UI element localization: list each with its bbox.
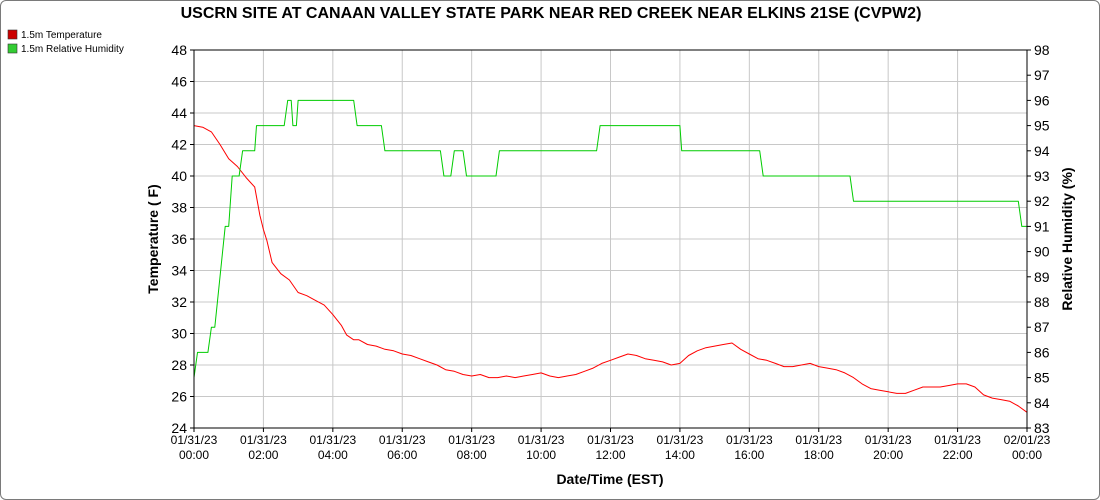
y-left-tick-label: 32 — [171, 294, 187, 310]
x-tick-label-date: 01/31/23 — [448, 433, 495, 447]
y-left-tick-label: 44 — [171, 105, 187, 121]
y-right-tick-label: 97 — [1034, 67, 1050, 83]
x-tick-label-time: 04:00 — [318, 448, 348, 462]
x-axis-label: Date/Time (EST) — [556, 471, 663, 487]
x-tick-label-date: 01/31/23 — [795, 433, 842, 447]
x-tick-label-time: 20:00 — [873, 448, 903, 462]
x-tick-label-date: 02/01/23 — [1004, 433, 1051, 447]
x-tick-label-time: 00:00 — [1012, 448, 1042, 462]
y-left-tick-label: 34 — [171, 263, 187, 279]
y-axis-label-right: Relative Humidity (%) — [1059, 167, 1075, 310]
x-tick-label-date: 01/31/23 — [171, 433, 218, 447]
y-left-tick-label: 42 — [171, 137, 187, 153]
x-tick-label-date: 01/31/23 — [726, 433, 773, 447]
y-left-tick-label: 46 — [171, 74, 187, 90]
legend-swatch-humidity — [7, 43, 18, 54]
legend-label-humidity: 1.5m Relative Humidity — [21, 44, 124, 55]
x-tick-label-time: 08:00 — [457, 448, 487, 462]
x-tick-label-time: 18:00 — [804, 448, 834, 462]
x-tick-label-time: 16:00 — [734, 448, 764, 462]
y-right-tick-label: 85 — [1034, 370, 1050, 386]
x-tick-label-time: 12:00 — [595, 448, 625, 462]
y-left-tick-label: 28 — [171, 357, 187, 373]
y-right-tick-label: 98 — [1034, 42, 1050, 58]
series-lines — [193, 99, 1028, 413]
y-right-tick-label: 89 — [1034, 269, 1050, 285]
y-left-tick-label: 40 — [171, 168, 187, 184]
y-left-tick-label: 36 — [171, 231, 187, 247]
x-tick-label-time: 22:00 — [943, 448, 973, 462]
y-right-tick-label: 96 — [1034, 92, 1050, 108]
y-right-tick-label: 93 — [1034, 168, 1050, 184]
x-tick-label-date: 01/31/23 — [934, 433, 981, 447]
x-tick-label-time: 14:00 — [665, 448, 695, 462]
legend-swatch-temperature — [7, 29, 18, 40]
y-left-tick-label: 24 — [171, 420, 187, 436]
x-tick-label-date: 01/31/23 — [865, 433, 912, 447]
y-right-tick-label: 87 — [1034, 319, 1050, 335]
y-right-tick-label: 95 — [1034, 118, 1050, 134]
y-right-tick-label: 84 — [1034, 395, 1050, 411]
y-right-tick-label: 91 — [1034, 218, 1050, 234]
y-right-tick-label: 88 — [1034, 294, 1050, 310]
humidity-series-line — [193, 99, 1027, 378]
x-tick-label-time: 02:00 — [248, 448, 278, 462]
legend: 1.5m Temperature 1.5m Relative Humidity — [7, 29, 124, 55]
x-tick-label-date: 01/31/23 — [379, 433, 426, 447]
x-tick-label-time: 10:00 — [526, 448, 556, 462]
x-tick-label-date: 01/31/23 — [309, 433, 356, 447]
y-right-tick-label: 94 — [1034, 143, 1050, 159]
y-right-tick-label: 92 — [1034, 193, 1050, 209]
x-tick-label-date: 01/31/23 — [518, 433, 565, 447]
y-left-tick-label: 48 — [171, 42, 187, 58]
gridlines — [193, 49, 1028, 429]
legend-label-temperature: 1.5m Temperature — [21, 30, 102, 41]
x-tick-label-date: 01/31/23 — [587, 433, 634, 447]
x-tick-label-time: 00:00 — [179, 448, 209, 462]
y-left-tick-label: 38 — [171, 200, 187, 216]
temperature-series-line — [193, 125, 1028, 413]
y-right-tick-label: 90 — [1034, 244, 1050, 260]
axis-ticks: 24 26 28 30 32 34 36 38 40 42 44 46 48 83 84 85 86 87 88 89… — [171, 42, 1051, 462]
x-tick-label-time: 06:00 — [387, 448, 417, 462]
y-left-tick-label: 30 — [171, 326, 187, 342]
x-tick-label-date: 01/31/23 — [657, 433, 704, 447]
x-tick-label-date: 01/31/23 — [240, 433, 287, 447]
y-right-tick-label: 86 — [1034, 344, 1050, 360]
chart-title: USCRN SITE AT CANAAN VALLEY STATE PARK N… — [181, 5, 922, 22]
y-right-tick-label: 83 — [1034, 420, 1050, 436]
y-axis-label-left: Temperature ( F) — [145, 184, 161, 293]
y-left-tick-label: 26 — [171, 389, 187, 405]
